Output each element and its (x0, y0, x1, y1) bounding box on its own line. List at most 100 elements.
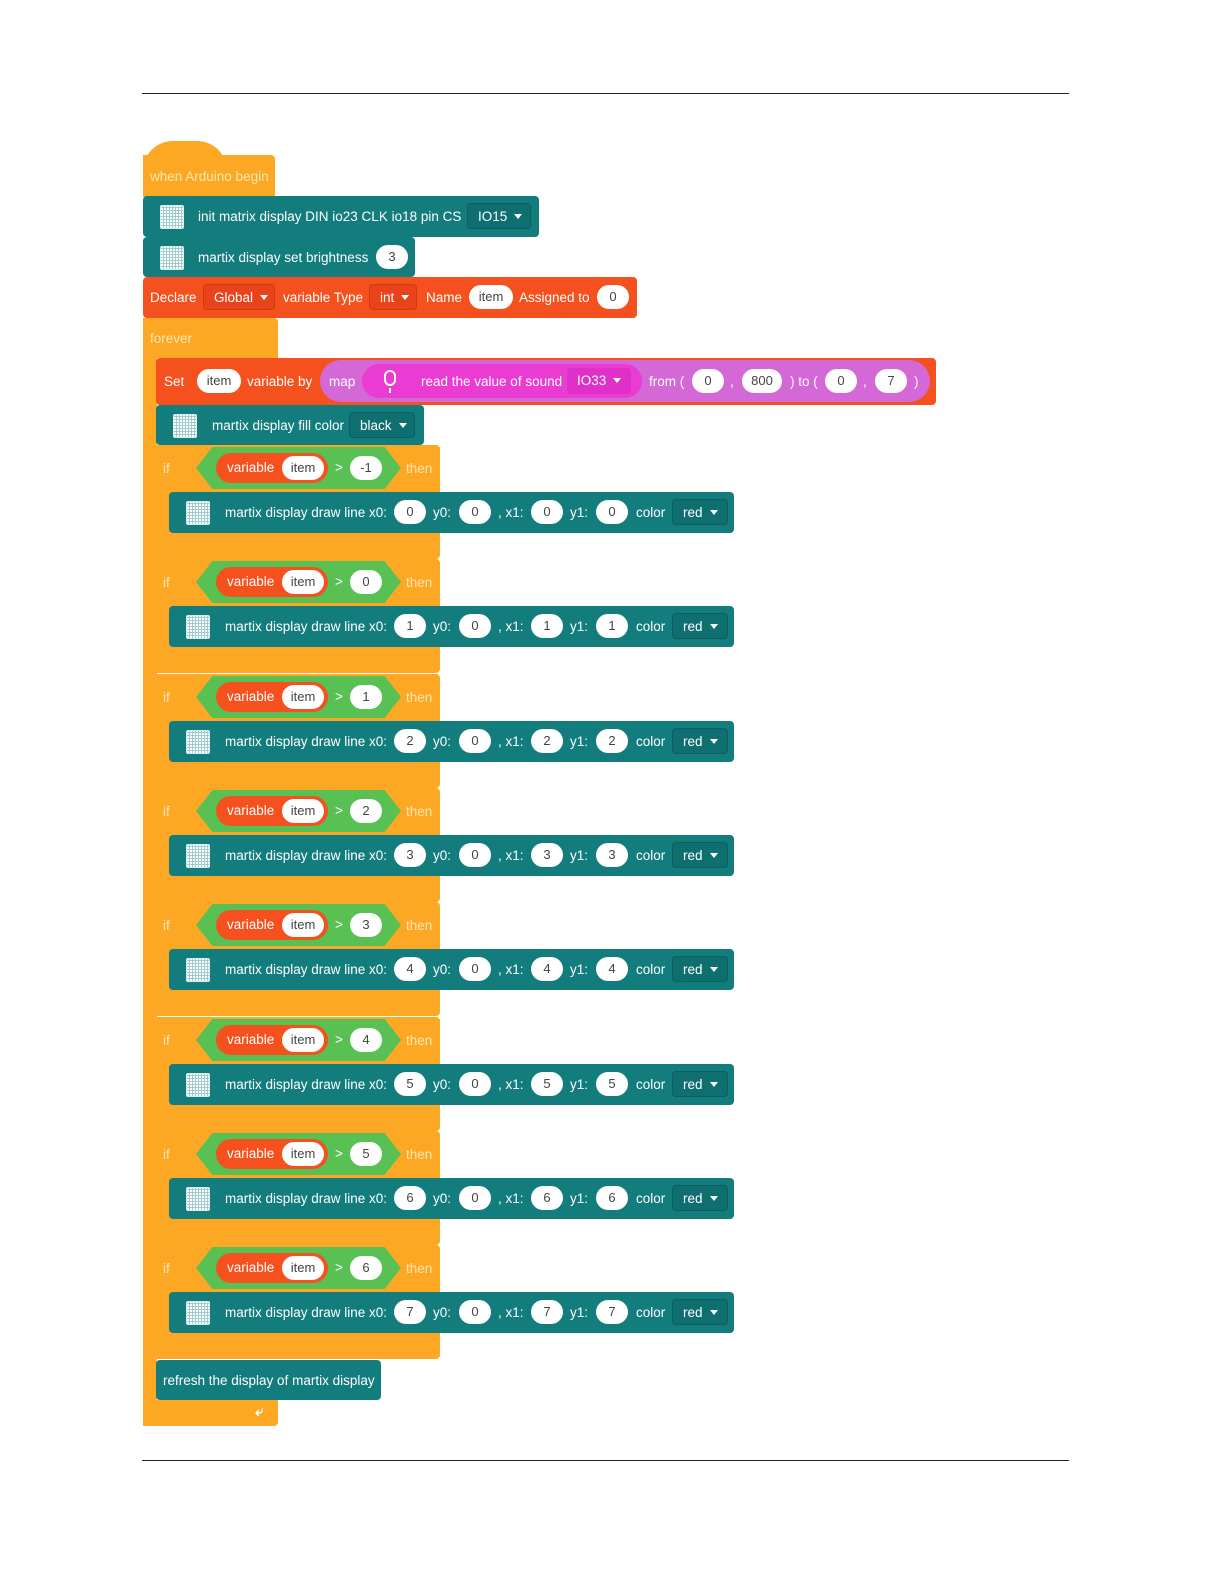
compare-value-input[interactable]: 1 (350, 685, 382, 709)
if-block[interactable]: if variable item > -1 then martix displa… (156, 445, 734, 559)
y1-input[interactable]: 4 (596, 957, 628, 981)
compare-value-input[interactable]: 6 (350, 1256, 382, 1280)
y1-input[interactable]: 6 (596, 1186, 628, 1210)
compare-block[interactable]: variable item > 6 (196, 1247, 401, 1289)
if-block[interactable]: if variable item > 3 then martix display… (156, 902, 734, 1016)
x0-input[interactable]: 6 (394, 1186, 426, 1210)
y1-input[interactable]: 2 (596, 729, 628, 753)
y1-input[interactable]: 0 (596, 500, 628, 524)
variable-name-input[interactable]: item (282, 1142, 324, 1166)
line-color-dropdown[interactable]: red (672, 956, 728, 982)
map-block[interactable]: map read the value of sound IO33 from ( … (320, 360, 930, 402)
line-color-dropdown[interactable]: red (672, 1299, 728, 1325)
if-block[interactable]: if variable item > 6 then martix display… (156, 1245, 734, 1359)
if-block[interactable]: if variable item > 2 then martix display… (156, 788, 734, 902)
x1-input[interactable]: 3 (531, 843, 563, 867)
if-block[interactable]: if variable item > 5 then martix display… (156, 1131, 734, 1245)
y0-input[interactable]: 0 (459, 1072, 491, 1096)
variable-reporter[interactable]: variable item (216, 796, 328, 826)
to-low-input[interactable]: 0 (825, 369, 857, 393)
compare-value-input[interactable]: 0 (350, 570, 382, 594)
y1-input[interactable]: 5 (596, 1072, 628, 1096)
assigned-value-input[interactable]: 0 (597, 285, 629, 309)
y0-input[interactable]: 0 (459, 1186, 491, 1210)
x0-input[interactable]: 5 (394, 1072, 426, 1096)
brightness-input[interactable]: 3 (376, 245, 408, 269)
x1-input[interactable]: 2 (531, 729, 563, 753)
set-brightness-block[interactable]: martix display set brightness 3 (143, 237, 415, 277)
if-block[interactable]: if variable item > 1 then martix display… (156, 674, 734, 788)
compare-value-input[interactable]: 2 (350, 799, 382, 823)
x0-input[interactable]: 3 (394, 843, 426, 867)
if-block[interactable]: if variable item > 0 then martix display… (156, 559, 734, 673)
compare-block[interactable]: variable item > 1 (196, 676, 401, 718)
variable-reporter[interactable]: variable item (216, 1139, 328, 1169)
fill-color-dropdown[interactable]: black (349, 412, 415, 438)
line-color-dropdown[interactable]: red (672, 842, 728, 868)
variable-name-input[interactable]: item (282, 1028, 324, 1052)
variable-reporter[interactable]: variable item (216, 1025, 328, 1055)
draw-line-block[interactable]: martix display draw line x0: 5 y0: 0 , x… (169, 1064, 734, 1105)
variable-name-input[interactable]: item (282, 685, 324, 709)
variable-reporter[interactable]: variable item (216, 682, 328, 712)
init-matrix-block[interactable]: init matrix display DIN io23 CLK io18 pi… (143, 196, 539, 237)
line-color-dropdown[interactable]: red (672, 613, 728, 639)
variable-reporter[interactable]: variable item (216, 453, 328, 483)
variable-reporter[interactable]: variable item (216, 567, 328, 597)
variable-name-input[interactable]: item (282, 456, 324, 480)
forever-block[interactable]: forever (143, 318, 278, 358)
y1-input[interactable]: 1 (596, 614, 628, 638)
fill-color-block[interactable]: martix display fill color black (156, 405, 424, 445)
draw-line-block[interactable]: martix display draw line x0: 7 y0: 0 , x… (169, 1292, 734, 1333)
y0-input[interactable]: 0 (459, 1300, 491, 1324)
draw-line-block[interactable]: martix display draw line x0: 2 y0: 0 , x… (169, 721, 734, 762)
variable-name-input[interactable]: item (282, 1256, 324, 1280)
x1-input[interactable]: 4 (531, 957, 563, 981)
line-color-dropdown[interactable]: red (672, 499, 728, 525)
line-color-dropdown[interactable]: red (672, 1071, 728, 1097)
from-high-input[interactable]: 800 (742, 369, 782, 393)
compare-value-input[interactable]: -1 (350, 456, 382, 480)
compare-block[interactable]: variable item > 2 (196, 790, 401, 832)
compare-block[interactable]: variable item > 5 (196, 1133, 401, 1175)
compare-value-input[interactable]: 4 (350, 1028, 382, 1052)
compare-block[interactable]: variable item > -1 (196, 447, 401, 489)
when-arduino-begin-block[interactable]: when Arduino begin (143, 141, 275, 197)
sound-pin-dropdown[interactable]: IO33 (567, 368, 631, 394)
x0-input[interactable]: 1 (394, 614, 426, 638)
if-block[interactable]: if variable item > 4 then martix display… (156, 1017, 734, 1131)
line-color-dropdown[interactable]: red (672, 728, 728, 754)
x1-input[interactable]: 6 (531, 1186, 563, 1210)
y0-input[interactable]: 0 (459, 614, 491, 638)
variable-name-input[interactable]: item (282, 799, 324, 823)
x0-input[interactable]: 7 (394, 1300, 426, 1324)
draw-line-block[interactable]: martix display draw line x0: 1 y0: 0 , x… (169, 606, 734, 647)
y0-input[interactable]: 0 (459, 957, 491, 981)
variable-name-input[interactable]: item (282, 913, 324, 937)
set-var-input[interactable]: item (197, 369, 241, 393)
compare-value-input[interactable]: 5 (350, 1142, 382, 1166)
refresh-display-block[interactable]: refresh the display of martix display (156, 1360, 381, 1400)
line-color-dropdown[interactable]: red (672, 1185, 728, 1211)
y0-input[interactable]: 0 (459, 843, 491, 867)
read-sound-block[interactable]: read the value of sound IO33 (362, 364, 642, 398)
draw-line-block[interactable]: martix display draw line x0: 0 y0: 0 , x… (169, 492, 734, 533)
x0-input[interactable]: 4 (394, 957, 426, 981)
x1-input[interactable]: 5 (531, 1072, 563, 1096)
compare-value-input[interactable]: 3 (350, 913, 382, 937)
x1-input[interactable]: 7 (531, 1300, 563, 1324)
y0-input[interactable]: 0 (459, 500, 491, 524)
x0-input[interactable]: 2 (394, 729, 426, 753)
draw-line-block[interactable]: martix display draw line x0: 4 y0: 0 , x… (169, 949, 734, 990)
x1-input[interactable]: 1 (531, 614, 563, 638)
x1-input[interactable]: 0 (531, 500, 563, 524)
set-variable-block[interactable]: Set item variable by map read the value … (156, 358, 936, 405)
compare-block[interactable]: variable item > 4 (196, 1019, 401, 1061)
x0-input[interactable]: 0 (394, 500, 426, 524)
name-input[interactable]: item (469, 285, 513, 309)
y1-input[interactable]: 3 (596, 843, 628, 867)
from-low-input[interactable]: 0 (692, 369, 724, 393)
y1-input[interactable]: 7 (596, 1300, 628, 1324)
y0-input[interactable]: 0 (459, 729, 491, 753)
type-dropdown[interactable]: int (369, 284, 417, 310)
